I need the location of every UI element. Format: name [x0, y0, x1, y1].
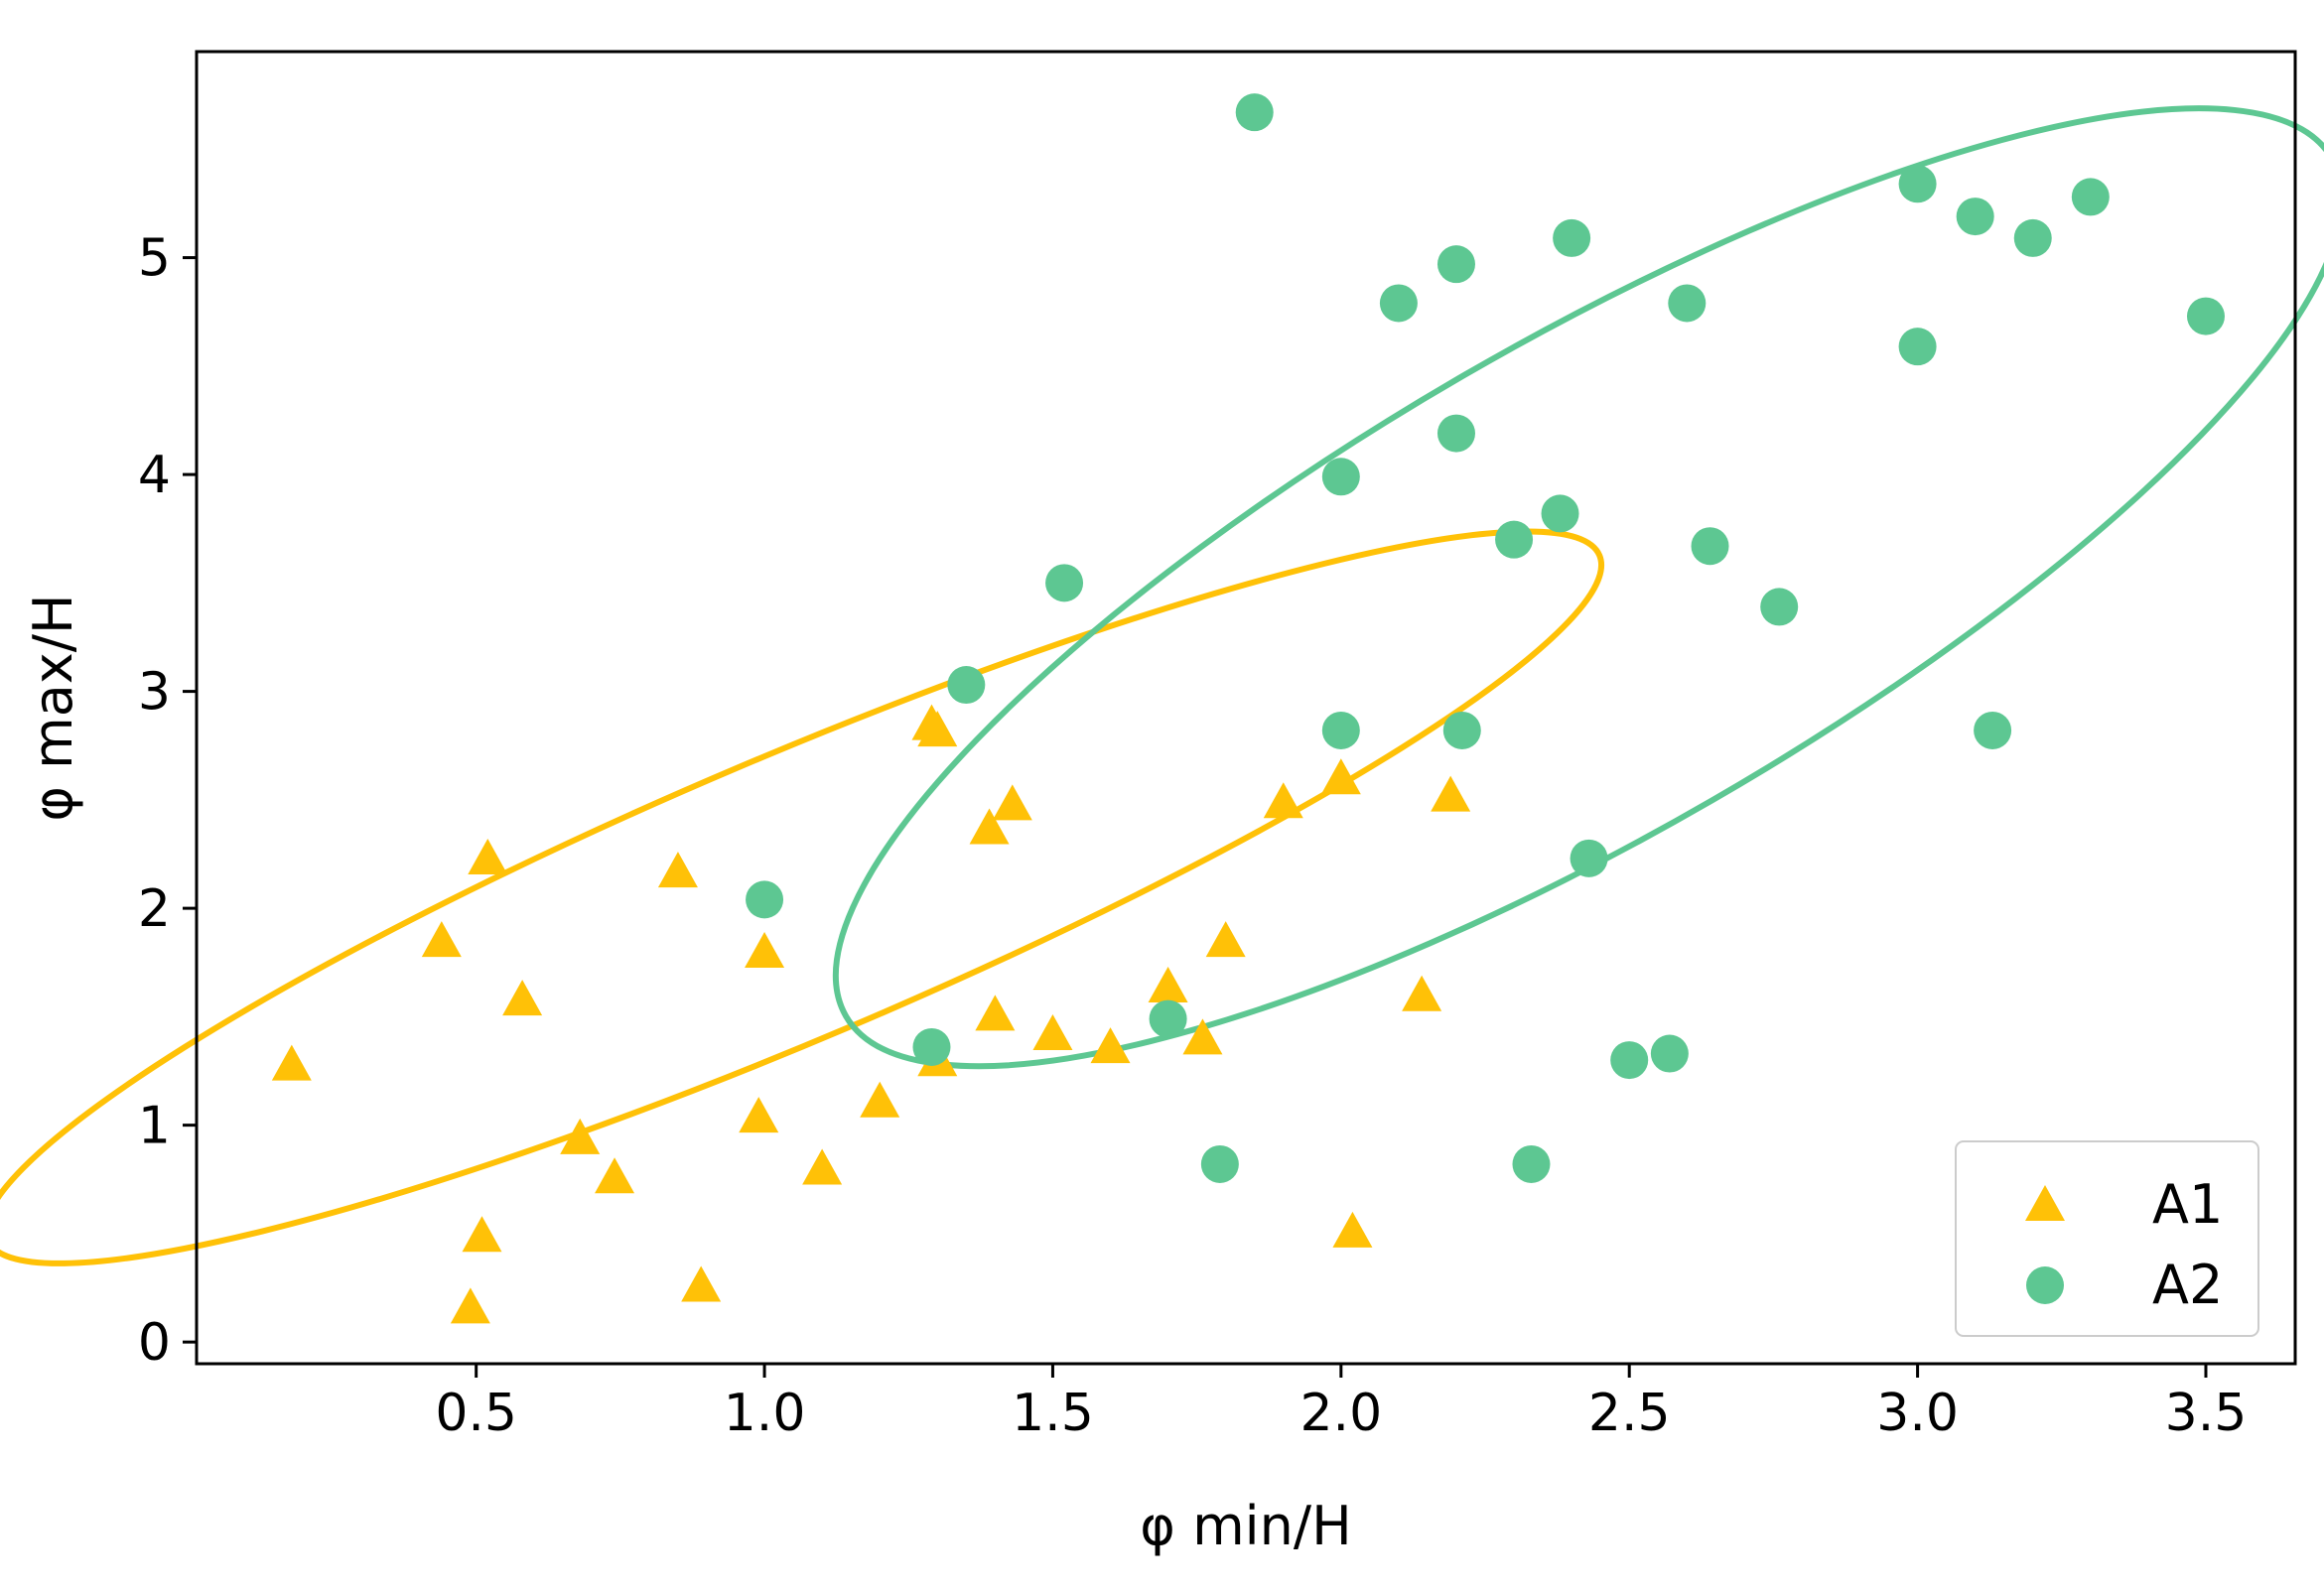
point-a1 — [271, 1044, 312, 1081]
point-a1 — [657, 852, 698, 888]
point-a1 — [502, 980, 543, 1016]
point-a2 — [1149, 999, 1187, 1038]
point-a2 — [2071, 178, 2110, 216]
point-a2 — [1668, 284, 1707, 323]
point-a2 — [1235, 93, 1274, 132]
legend: A1 A2 — [1955, 1140, 2259, 1337]
point-a2 — [1321, 458, 1360, 496]
point-a1 — [1402, 975, 1442, 1011]
point-a2 — [2186, 297, 2225, 335]
point-a1 — [745, 932, 785, 969]
point-a1 — [1431, 775, 1471, 812]
point-a2 — [1570, 839, 1608, 877]
point-a1 — [468, 839, 508, 875]
point-a1 — [1148, 966, 1188, 1002]
point-a1 — [860, 1081, 900, 1118]
y-tick-label: 4 — [138, 446, 171, 505]
x-tick-label: 1.0 — [724, 1384, 806, 1443]
point-a1 — [802, 1148, 843, 1185]
y-axis-label: φ max/H — [22, 594, 84, 821]
point-a2 — [1760, 588, 1799, 626]
point-a2 — [1321, 711, 1360, 749]
point-a2 — [1442, 711, 1481, 749]
point-a1 — [421, 921, 462, 958]
point-a1 — [1205, 921, 1246, 958]
point-a2 — [912, 1027, 951, 1066]
point-a2 — [1553, 218, 1591, 257]
point-a2 — [1610, 1041, 1649, 1080]
x-tick-label: 2.0 — [1299, 1384, 1382, 1443]
x-axis-label: φ min/H — [1140, 1495, 1351, 1557]
y-tick-label: 3 — [138, 663, 171, 723]
point-a1 — [1332, 1211, 1373, 1248]
y-tick-label: 1 — [138, 1097, 171, 1156]
points-layer — [271, 93, 2225, 1324]
point-a2 — [1691, 527, 1729, 566]
point-a1 — [1182, 1018, 1223, 1055]
ellipse-layer — [0, 105, 2324, 1266]
point-a2 — [1512, 1144, 1551, 1183]
point-a1 — [1032, 1014, 1073, 1051]
point-a1 — [450, 1287, 490, 1324]
point-a2 — [746, 880, 784, 919]
point-a1 — [1263, 782, 1303, 819]
point-a2 — [1898, 328, 1937, 366]
y-tick-label: 2 — [138, 879, 171, 939]
legend-a2-label: A2 — [2152, 1254, 2223, 1316]
point-a2 — [1541, 494, 1579, 533]
x-tick-label: 3.5 — [2165, 1384, 2248, 1443]
point-a1 — [992, 784, 1032, 821]
x-tick-label: 2.5 — [1588, 1384, 1671, 1443]
x-tick-label: 3.0 — [1876, 1384, 1959, 1443]
point-a2 — [1650, 1034, 1689, 1073]
point-a1 — [917, 711, 958, 747]
point-a1 — [1090, 1027, 1131, 1064]
cluster-ellipse-a1 — [0, 528, 1605, 1266]
point-a2 — [2013, 218, 2052, 257]
x-axis: 0.5 1.0 1.5 2.0 2.5 3.0 3.5 — [435, 1364, 2247, 1443]
point-a2 — [1495, 520, 1534, 559]
point-a1 — [462, 1216, 502, 1253]
x-tick-label: 0.5 — [435, 1384, 517, 1443]
point-a1 — [975, 995, 1016, 1031]
point-a2 — [1436, 414, 1475, 453]
plot-frame — [195, 50, 2297, 1366]
cluster-ellipse-a2 — [832, 105, 2324, 1070]
y-tick-label: 5 — [138, 229, 171, 289]
point-a2 — [1045, 564, 1084, 602]
point-a1 — [969, 808, 1010, 845]
point-a2 — [1436, 245, 1475, 284]
point-a1 — [681, 1265, 722, 1302]
point-a2 — [1200, 1144, 1239, 1183]
point-a2 — [1898, 165, 1937, 203]
y-tick-label: 0 — [138, 1313, 171, 1373]
y-axis: 0 1 2 3 4 5 — [138, 229, 197, 1373]
legend-a2-marker — [2026, 1266, 2064, 1304]
legend-a1-label: A1 — [2152, 1173, 2223, 1236]
legend-a1-marker — [2025, 1185, 2065, 1221]
point-a2 — [947, 666, 986, 705]
point-a1 — [595, 1157, 635, 1194]
point-a2 — [1956, 198, 1994, 236]
point-a1 — [1320, 758, 1361, 795]
point-a1 — [560, 1118, 601, 1154]
point-a2 — [1379, 284, 1418, 323]
x-tick-label: 1.5 — [1012, 1384, 1094, 1443]
point-a2 — [1974, 711, 2012, 749]
point-a1 — [739, 1097, 779, 1133]
